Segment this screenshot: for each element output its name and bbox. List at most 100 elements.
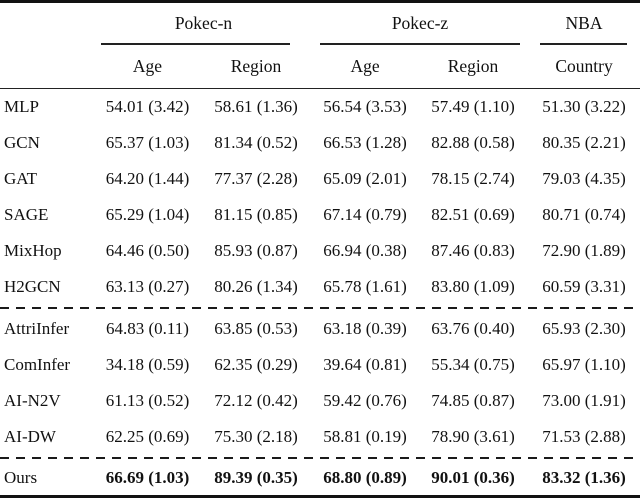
table-row: SAGE 65.29 (1.04) 81.15 (0.85) 67.14 (0.… [0, 197, 640, 233]
stub-header-cell [0, 1, 95, 89]
data-cell: 90.01 (0.36) [431, 468, 515, 487]
data-cell: 55.34 (0.75) [431, 355, 515, 374]
dashed-divider [0, 455, 640, 461]
data-cell: 83.32 (1.36) [542, 468, 626, 487]
data-cell: 51.30 (3.22) [542, 97, 626, 116]
col-group-nba: NBA [528, 2, 640, 46]
row-label: ComInfer [4, 355, 71, 374]
data-cell: 73.00 (1.91) [542, 391, 626, 410]
data-cell: 79.03 (4.35) [542, 169, 626, 188]
data-cell: 34.18 (0.59) [105, 355, 190, 374]
data-cell: 77.37 (2.28) [214, 169, 298, 188]
sub-header-region: Region [418, 45, 529, 89]
data-cell: 58.81 (0.19) [323, 427, 407, 446]
dashed-divider [0, 305, 640, 311]
row-label: Ours [4, 468, 38, 487]
data-cell: 75.30 (2.18) [214, 427, 298, 446]
data-cell: 56.54 (3.53) [323, 97, 407, 116]
table-row: AttriInfer 64.83 (0.11) 63.85 (0.53) 63.… [0, 311, 640, 347]
data-cell: 64.20 (1.44) [105, 169, 190, 188]
data-cell: 63.13 (0.27) [105, 277, 190, 296]
data-cell: 65.78 (1.61) [323, 277, 407, 296]
data-cell: 85.93 (0.87) [214, 241, 298, 260]
col-group-label: Pokec-n [174, 13, 233, 33]
data-cell: 63.85 (0.53) [214, 319, 298, 338]
sub-header-row: Age Region Age Region Country [0, 45, 640, 89]
row-label: AttriInfer [4, 319, 70, 338]
cmidrule [320, 43, 521, 45]
row-label: SAGE [4, 205, 49, 224]
row-label: MixHop [4, 241, 62, 260]
data-cell: 80.71 (0.74) [542, 205, 626, 224]
data-cell: 78.90 (3.61) [431, 427, 515, 446]
table-row: AI-N2V 61.13 (0.52) 72.12 (0.42) 59.42 (… [0, 383, 640, 419]
data-cell: 62.35 (0.29) [214, 355, 298, 374]
data-cell: 67.14 (0.79) [323, 205, 407, 224]
row-label: GCN [4, 133, 40, 152]
data-cell: 60.59 (3.31) [542, 277, 626, 296]
table-row: MLP 54.01 (3.42) 58.61 (1.36) 56.54 (3.5… [0, 89, 640, 126]
col-group-label: Pokec-z [391, 13, 449, 33]
data-cell: 65.93 (2.30) [542, 319, 626, 338]
table-row: GAT 64.20 (1.44) 77.37 (2.28) 65.09 (2.0… [0, 161, 640, 197]
data-cell: 61.13 (0.52) [105, 391, 190, 410]
data-cell: 81.34 (0.52) [214, 133, 298, 152]
data-cell: 58.61 (1.36) [214, 97, 298, 116]
col-group-pokec-z: Pokec-z [312, 2, 528, 46]
data-cell: 82.51 (0.69) [431, 205, 515, 224]
data-cell: 65.09 (2.01) [323, 169, 407, 188]
data-cell: 39.64 (0.81) [323, 355, 407, 374]
data-cell: 66.69 (1.03) [105, 468, 190, 487]
data-cell: 65.97 (1.10) [542, 355, 626, 374]
data-cell: 81.15 (0.85) [214, 205, 298, 224]
data-cell: 82.88 (0.58) [431, 133, 515, 152]
section-divider-row [0, 455, 640, 461]
data-cell: 78.15 (2.74) [431, 169, 515, 188]
data-cell: 65.37 (1.03) [105, 133, 190, 152]
data-cell: 64.46 (0.50) [105, 241, 190, 260]
data-cell: 68.80 (0.89) [323, 468, 407, 487]
data-cell: 80.35 (2.21) [542, 133, 626, 152]
cmidrule [101, 43, 291, 45]
table-row: GCN 65.37 (1.03) 81.34 (0.52) 66.53 (1.2… [0, 125, 640, 161]
row-label: MLP [4, 97, 39, 116]
data-cell: 66.53 (1.28) [323, 133, 407, 152]
cmidrule [540, 43, 628, 45]
row-label: H2GCN [4, 277, 61, 296]
data-cell: 74.85 (0.87) [431, 391, 515, 410]
row-label: GAT [4, 169, 38, 188]
data-cell: 63.76 (0.40) [431, 319, 515, 338]
data-cell: 66.94 (0.38) [323, 241, 407, 260]
row-label: AI-DW [4, 427, 56, 446]
col-group-pokec-n: Pokec-n [95, 2, 312, 46]
data-cell: 87.46 (0.83) [431, 241, 515, 260]
data-cell: 64.83 (0.11) [106, 319, 189, 338]
data-cell: 89.39 (0.35) [214, 468, 298, 487]
data-cell: 57.49 (1.10) [431, 97, 515, 116]
data-cell: 62.25 (0.69) [105, 427, 190, 446]
row-label: AI-N2V [4, 391, 61, 410]
group-header-row: Pokec-n Pokec-z NBA [0, 1, 640, 89]
sub-header-age: Age [95, 45, 200, 89]
data-cell: 71.53 (2.88) [542, 427, 626, 446]
table-row: ComInfer 34.18 (0.59) 62.35 (0.29) 39.64… [0, 347, 640, 383]
sub-header-country: Country [528, 45, 640, 89]
table-row: MixHop 64.46 (0.50) 85.93 (0.87) 66.94 (… [0, 233, 640, 269]
data-cell: 54.01 (3.42) [105, 97, 190, 116]
sub-header-age: Age [312, 45, 419, 89]
data-cell: 72.12 (0.42) [214, 391, 298, 410]
table-row: H2GCN 63.13 (0.27) 80.26 (1.34) 65.78 (1… [0, 269, 640, 305]
data-cell: 80.26 (1.34) [214, 277, 298, 296]
data-cell: 63.18 (0.39) [323, 319, 407, 338]
ours-row: Ours 66.69 (1.03) 89.39 (0.35) 68.80 (0.… [0, 461, 640, 497]
sub-header-region: Region [200, 45, 313, 89]
col-group-label: NBA [565, 13, 603, 33]
data-cell: 59.42 (0.76) [323, 391, 407, 410]
section-divider-row [0, 305, 640, 311]
data-cell: 65.29 (1.04) [105, 205, 190, 224]
table-row: AI-DW 62.25 (0.69) 75.30 (2.18) 58.81 (0… [0, 419, 640, 455]
data-cell: 83.80 (1.09) [431, 277, 515, 296]
data-cell: 72.90 (1.89) [542, 241, 626, 260]
